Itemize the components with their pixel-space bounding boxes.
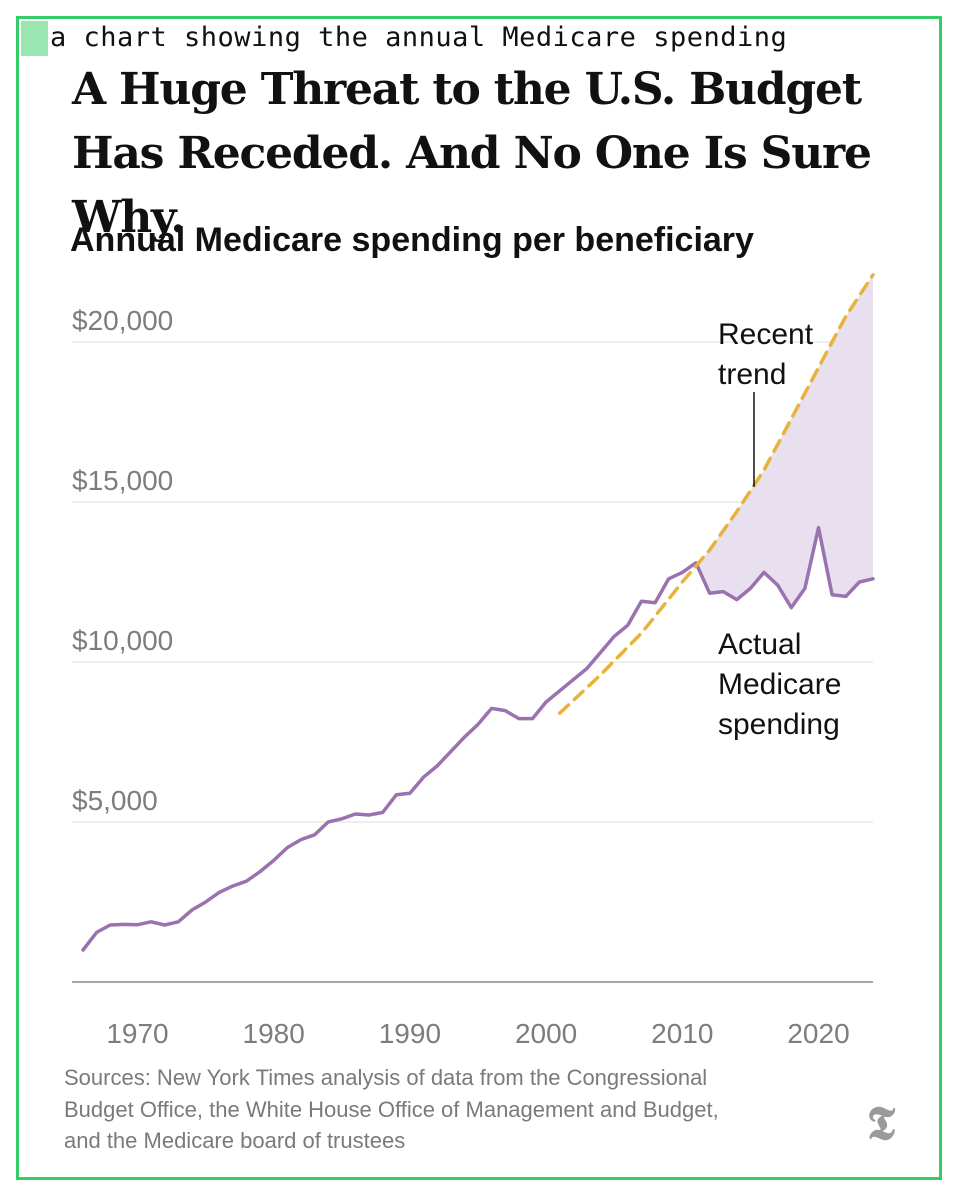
headline: A Huge Threat to the U.S. Budget Has Rec…	[72, 64, 872, 243]
y-tick-label: $10,000	[72, 625, 173, 656]
x-tick-label: 1980	[243, 1018, 305, 1049]
x-tick-label: 2020	[787, 1018, 849, 1049]
recent-trend-line	[557, 273, 875, 715]
sources-line: and the Medicare board of trustees	[64, 1128, 406, 1153]
sources-line: Budget Office, the White House Office of…	[64, 1096, 719, 1122]
actual-spending-label: spending	[718, 708, 840, 741]
x-tick-label: 1970	[106, 1018, 168, 1049]
actual-spending-label: Actual	[718, 628, 801, 661]
y-tick-labels: $5,000 $10,000 $15,000 $20,000	[72, 305, 173, 816]
sources-note: Sources: New York Times analysis of data…	[64, 1062, 824, 1157]
gridlines	[72, 341, 873, 983]
x-tick-label: 2010	[651, 1018, 713, 1049]
recent-trend-label: trend	[718, 358, 786, 391]
trend-gap-fill	[695, 274, 873, 608]
series-lines	[81, 273, 875, 952]
y-tick-label: $5,000	[72, 785, 158, 816]
y-tick-label: $20,000	[72, 305, 173, 336]
nyt-logo-icon: 𝕿	[866, 1096, 896, 1150]
y-tick-label: $15,000	[72, 465, 173, 496]
x-tick-labels: 1970 1980 1990 2000 2010 2020	[106, 1018, 849, 1049]
gap-fill	[695, 274, 873, 608]
actual-spending-label: Medicare	[718, 668, 841, 701]
sources-line: Sources: New York Times analysis of data…	[64, 1065, 708, 1090]
x-tick-label: 2000	[515, 1018, 577, 1049]
chart-title: Annual Medicare spending per beneficiary	[70, 221, 754, 259]
annotations: Recent trend Actual Medicare spending	[718, 318, 841, 741]
caption-marker	[21, 21, 48, 56]
x-tick-label: 1990	[379, 1018, 441, 1049]
recent-trend-label: Recent	[718, 318, 814, 351]
actual-spending-line	[81, 525, 875, 952]
caption-text: a chart showing the annual Medicare spen…	[50, 22, 788, 53]
